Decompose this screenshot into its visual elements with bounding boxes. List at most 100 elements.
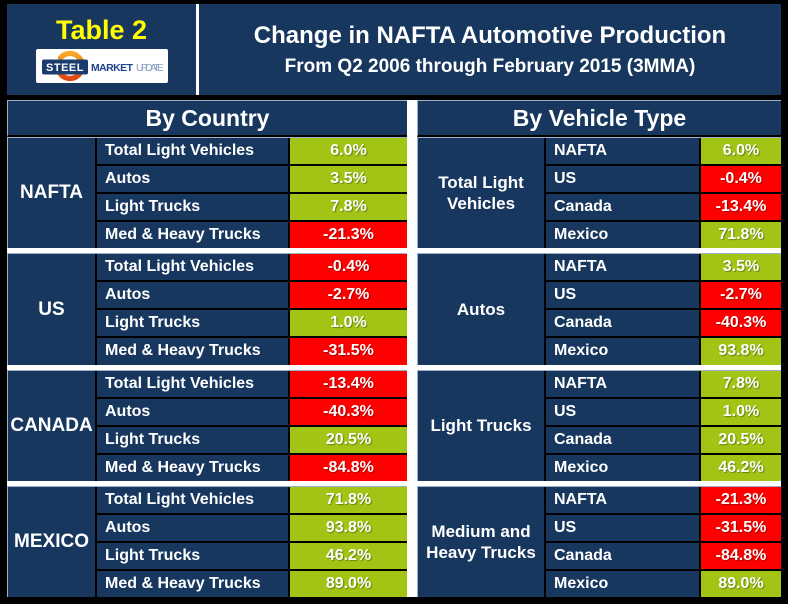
group-label: MEXICO <box>8 486 97 597</box>
table-row: NAFTA 3.5% <box>546 254 781 283</box>
steel-market-update-logo: STEEL MARKET UPDATE <box>35 48 168 83</box>
by-vehicle-type-sections: Total Light Vehicles NAFTA 6.0% US -0.4% Cana… <box>417 137 781 597</box>
row-label: Light Trucks <box>97 194 290 221</box>
by-country-sections: NAFTA Total Light Vehicles 6.0% Autos 3.5% Li… <box>7 137 407 597</box>
table-row: Light Trucks 7.8% <box>97 194 407 223</box>
row-label: Total Light Vehicles <box>97 486 290 513</box>
table-row: Mexico 71.8% <box>546 222 781 249</box>
table-row: NAFTA -21.3% <box>546 486 781 515</box>
row-label: US <box>546 398 701 425</box>
table-row: Canada -13.4% <box>546 194 781 223</box>
value-cell: -31.5% <box>701 514 781 541</box>
table-row: Total Light Vehicles -0.4% <box>97 254 407 283</box>
table-row: Med & Heavy Trucks -31.5% <box>97 338 407 365</box>
value-cell: 3.5% <box>701 254 781 281</box>
value-cell: 1.0% <box>290 310 407 337</box>
value-cell: 6.0% <box>701 138 781 165</box>
table-row: Canada 20.5% <box>546 426 781 455</box>
value-cell: 7.8% <box>701 370 781 397</box>
section-rows: NAFTA 3.5% US -2.7% Canada -40.3% Mexico 93.8% <box>546 254 781 365</box>
row-label: US <box>546 514 701 541</box>
row-label: NAFTA <box>546 486 701 513</box>
value-cell: -31.5% <box>290 338 407 365</box>
value-cell: -0.4% <box>701 166 781 193</box>
table-row: Autos 93.8% <box>97 514 407 543</box>
value-cell: -13.4% <box>290 370 407 397</box>
table-row: Autos 3.5% <box>97 166 407 195</box>
row-label: Total Light Vehicles <box>97 138 290 165</box>
table-row: Med & Heavy Trucks 89.0% <box>97 570 407 597</box>
by-vehicle-type-panel: By Vehicle Type Total Light Vehicles NAFT… <box>417 100 781 597</box>
row-label: Mexico <box>546 338 701 365</box>
by-vehicle-type-header: By Vehicle Type <box>417 100 781 137</box>
value-cell: -84.8% <box>701 542 781 569</box>
header-left-cell: Table 2 STEEL MARKET UPDATE <box>7 4 196 95</box>
table-row: Canada -84.8% <box>546 542 781 571</box>
table-row: US -31.5% <box>546 514 781 543</box>
steel-market-update-logo-icon: STEEL MARKET UPDATE <box>41 50 164 81</box>
row-label: Med & Heavy Trucks <box>97 222 290 249</box>
row-label: Autos <box>97 166 290 193</box>
table-row: Mexico 89.0% <box>546 570 781 597</box>
header-band: Table 2 STEEL MARKET UPDATE <box>7 4 781 95</box>
group-label: Autos <box>418 254 546 365</box>
header-title-cell: Change in NAFTA Automotive Production Fr… <box>199 4 781 95</box>
group-label: US <box>8 254 97 365</box>
row-label: Autos <box>97 514 290 541</box>
value-cell: -21.3% <box>290 222 407 249</box>
section-rows: Total Light Vehicles 71.8% Autos 93.8% Light… <box>97 486 407 597</box>
row-label: Total Light Vehicles <box>97 254 290 281</box>
value-cell: 20.5% <box>290 426 407 453</box>
table-row: Med & Heavy Trucks -84.8% <box>97 454 407 481</box>
logo-market-text: MARKET <box>91 62 134 74</box>
table-section: CANADA Total Light Vehicles -13.4% Autos -40… <box>7 369 407 481</box>
table-section: Medium and Heavy Trucks NAFTA -21.3% US -31.… <box>417 485 781 597</box>
table-row: Mexico 93.8% <box>546 338 781 365</box>
section-rows: Total Light Vehicles -0.4% Autos -2.7% Light… <box>97 254 407 365</box>
table-section: Light Trucks NAFTA 7.8% US 1.0% Canada 20.5% Me… <box>417 369 781 481</box>
value-cell: 93.8% <box>290 514 407 541</box>
row-label: NAFTA <box>546 254 701 281</box>
group-label: NAFTA <box>8 138 97 249</box>
table-row: Autos -40.3% <box>97 398 407 427</box>
section-rows: Total Light Vehicles 6.0% Autos 3.5% Light T… <box>97 138 407 249</box>
table-section: Total Light Vehicles NAFTA 6.0% US -0.4% Cana… <box>417 137 781 249</box>
row-label: Canada <box>546 194 701 221</box>
table-row: NAFTA 6.0% <box>546 138 781 167</box>
table-row: Light Trucks 20.5% <box>97 426 407 455</box>
row-label: Med & Heavy Trucks <box>97 454 290 481</box>
table-row: Light Trucks 46.2% <box>97 542 407 571</box>
value-cell: 6.0% <box>290 138 407 165</box>
value-cell: -0.4% <box>290 254 407 281</box>
section-rows: Total Light Vehicles -13.4% Autos -40.3% Lig… <box>97 370 407 481</box>
by-country-panel: By Country NAFTA Total Light Vehicles 6.0%… <box>7 100 407 597</box>
table-row: US -0.4% <box>546 166 781 195</box>
tables-area: By Country NAFTA Total Light Vehicles 6.0%… <box>7 100 781 597</box>
value-cell: 93.8% <box>701 338 781 365</box>
row-label: Med & Heavy Trucks <box>97 570 290 597</box>
row-label: Mexico <box>546 570 701 597</box>
table-section: Autos NAFTA 3.5% US -2.7% Canada -40.3% Mexico 9… <box>417 253 781 365</box>
table-row: Med & Heavy Trucks -21.3% <box>97 222 407 249</box>
section-rows: NAFTA 6.0% US -0.4% Canada -13.4% Mexico 71.8% <box>546 138 781 249</box>
value-cell: 89.0% <box>290 570 407 597</box>
row-label: NAFTA <box>546 138 701 165</box>
row-label: US <box>546 282 701 309</box>
table-row: Light Trucks 1.0% <box>97 310 407 339</box>
group-label: Medium and Heavy Trucks <box>418 486 546 597</box>
value-cell: 89.0% <box>701 570 781 597</box>
table-row: Canada -40.3% <box>546 310 781 339</box>
table-section: US Total Light Vehicles -0.4% Autos -2.7% Lig… <box>7 253 407 365</box>
section-rows: NAFTA 7.8% US 1.0% Canada 20.5% Mexico 46.2% <box>546 370 781 481</box>
value-cell: -40.3% <box>701 310 781 337</box>
group-label: CANADA <box>8 370 97 481</box>
logo-update-text: UPDATE <box>136 62 164 74</box>
logo-steel-box <box>41 59 88 74</box>
value-cell: 7.8% <box>290 194 407 221</box>
page-title: Change in NAFTA Automotive Production <box>253 21 727 49</box>
value-cell: 3.5% <box>290 166 407 193</box>
table-row: Autos -2.7% <box>97 282 407 311</box>
value-cell: -84.8% <box>290 454 407 481</box>
row-label: Canada <box>546 426 701 453</box>
row-label: Canada <box>546 542 701 569</box>
